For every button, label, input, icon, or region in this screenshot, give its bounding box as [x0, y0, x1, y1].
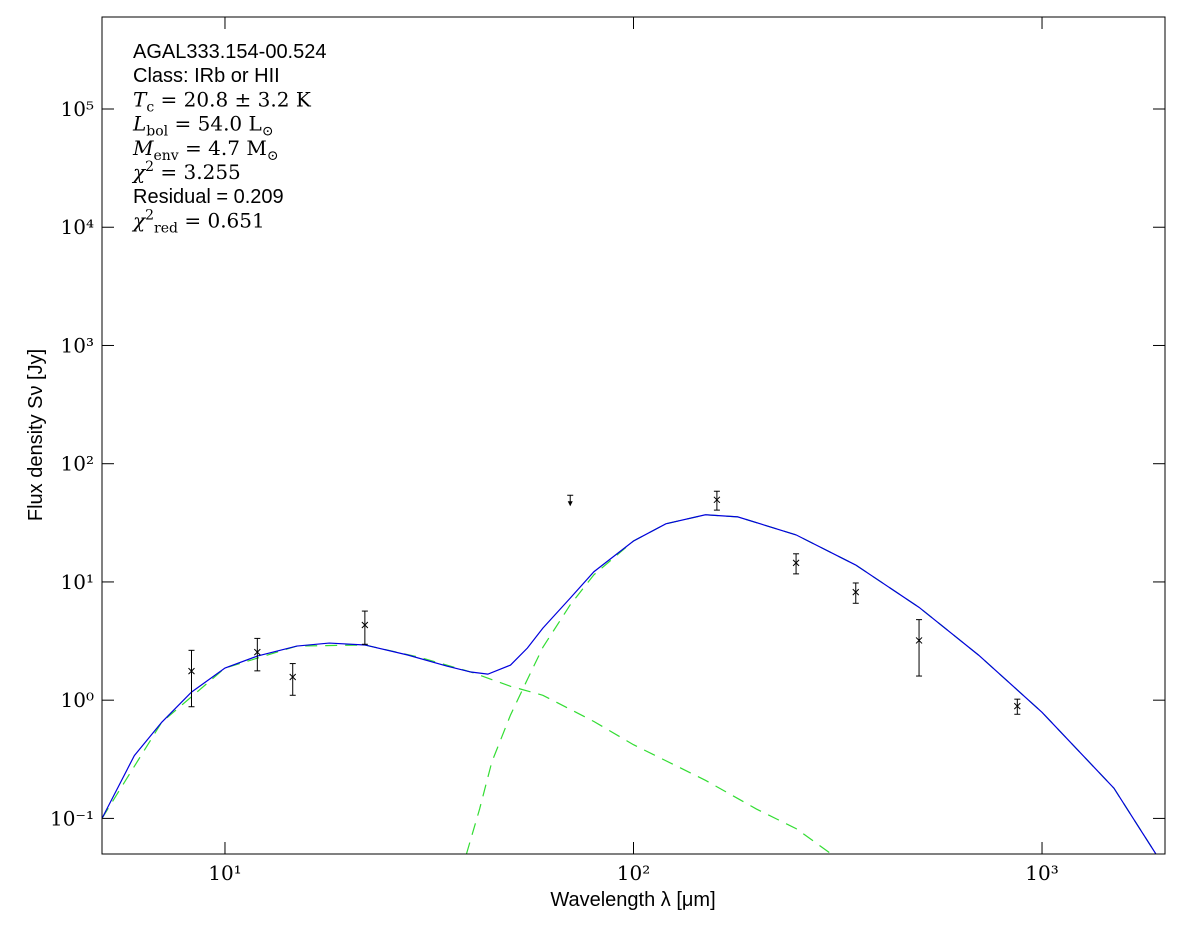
annotation: χ2red = 0.651	[131, 207, 265, 236]
annotation: χ2 = 3.255	[131, 159, 241, 184]
y-tick-label: 10⁵	[61, 97, 94, 121]
annotation-part: Class: IRb or HII	[133, 65, 280, 87]
annotation: Residual = 0.209	[133, 186, 284, 208]
data-point	[1013, 702, 1021, 710]
annotation: Lbol = 54.0 L⊙	[132, 112, 274, 140]
annotation: AGAL333.154-00.524	[133, 41, 327, 63]
annotation-part: = 4.7 M	[179, 136, 267, 160]
plot-area	[102, 490, 1157, 854]
annotation-part: AGAL333.154-00.524	[133, 41, 327, 63]
data-point	[915, 637, 923, 644]
annotation: Class: IRb or HII	[133, 65, 280, 87]
annotation: Menv = 4.7 M⊙	[132, 136, 279, 164]
upper-limit-arrow	[567, 501, 573, 507]
annotation-part: ⊙	[262, 124, 274, 140]
annotation-part: L	[132, 112, 146, 136]
annotation-part: red	[154, 220, 178, 236]
y-tick-label: 10³	[61, 333, 94, 357]
annotation-part: = 3.255	[154, 160, 241, 184]
x-tick-label: 10¹	[208, 861, 241, 885]
y-tick-label: 10⁰	[61, 688, 94, 712]
annotation-part: c	[146, 99, 154, 115]
annotation-part: = 20.8 ± 3.2 K	[154, 87, 312, 111]
component-line	[102, 644, 832, 854]
x-tick-label: 10²	[617, 861, 650, 885]
data-point	[361, 621, 369, 629]
component-line	[465, 514, 1157, 854]
data-point	[188, 667, 195, 675]
data-point	[713, 496, 721, 504]
annotation-part: = 0.651	[178, 208, 265, 232]
x-tick-label: 10³	[1025, 861, 1058, 885]
annotation-part: M	[132, 136, 154, 160]
annotation-part: Residual = 0.209	[133, 186, 284, 208]
y-tick-label: 10⁴	[61, 215, 94, 239]
annotation-part: T	[133, 87, 148, 111]
data-point	[289, 673, 297, 681]
x-axis-label: Wavelength λ [μm]	[550, 889, 715, 911]
y-tick-label: 10⁻¹	[50, 806, 94, 830]
model-line	[102, 514, 1157, 854]
annotation-part: χ	[131, 160, 147, 184]
annotation-part: env	[153, 148, 178, 164]
annotation-part: = 54.0 L	[168, 112, 262, 136]
annotation-part: χ	[131, 208, 147, 232]
y-tick-label: 10¹	[61, 570, 94, 594]
y-tick-label: 10²	[61, 452, 94, 476]
annotation: Tc = 20.8 ± 3.2 K	[133, 87, 312, 115]
data-point	[253, 648, 261, 656]
annotation-part: 2	[145, 159, 154, 175]
data-point	[792, 559, 800, 567]
data-point	[852, 588, 860, 596]
annotation-part: 2	[145, 207, 154, 223]
annotation-part: bol	[146, 124, 168, 140]
annotation-part: ⊙	[267, 148, 279, 164]
y-axis-label: Flux density Sν [Jy]	[25, 349, 47, 521]
